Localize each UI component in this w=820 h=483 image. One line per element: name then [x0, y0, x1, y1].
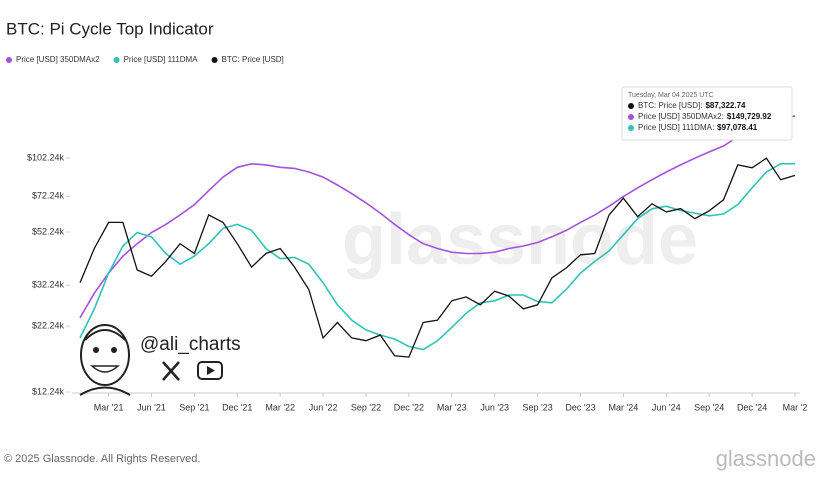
- x-tick-label: Sep '21: [179, 402, 209, 412]
- x-tick-label: Dec '21: [222, 402, 252, 412]
- brand: glassnode: [716, 446, 816, 471]
- y-tick-label: $22.24k: [32, 321, 65, 331]
- y-tick-label: $12.24k: [32, 386, 65, 396]
- series-line: [79, 115, 796, 319]
- x-tick-label: Sep '23: [522, 402, 552, 412]
- legend-swatch: [211, 57, 218, 63]
- legend-label: Price [USD] 111DMA: [124, 55, 199, 64]
- x-tick-label: Jun '24: [652, 402, 681, 412]
- x-tick-label: Jun '22: [309, 402, 338, 412]
- tooltip-swatch: [628, 125, 634, 131]
- x-tick-label: Jun '23: [480, 402, 509, 412]
- y-tick-label: $32.24k: [32, 280, 65, 290]
- tooltip-value: $97,078.41: [717, 123, 758, 132]
- tooltip-swatch: [628, 114, 634, 120]
- legend-swatch: [113, 57, 120, 63]
- x-tick-label: Mar '2: [783, 402, 808, 412]
- x-tick-label: Sep '24: [694, 402, 724, 412]
- x-tick-label: Dec '22: [394, 402, 424, 412]
- handle: @ali_charts: [140, 334, 241, 355]
- x-icon: [162, 361, 180, 381]
- x-tick-label: Mar '21: [94, 402, 124, 412]
- plot: [79, 115, 796, 358]
- watermark: glassnode: [342, 200, 698, 280]
- y-tick-label: $72.24k: [32, 191, 65, 201]
- x-tick-label: Sep '22: [351, 402, 381, 412]
- youtube-icon: [197, 361, 223, 380]
- x-tick-label: Dec '23: [565, 402, 595, 412]
- x-tick-label: Jun '21: [137, 402, 166, 412]
- y-tick-label: $102.24k: [27, 152, 65, 162]
- tooltip-value: $87,322.74: [705, 101, 746, 110]
- legend-label: Price [USD] 350DMAx2: [16, 55, 100, 64]
- tooltip-box: [621, 86, 793, 141]
- tooltip-swatch: [628, 103, 634, 109]
- tooltip-date: Tuesday, Mar 04 2025 UTC: [628, 92, 714, 99]
- tooltip-label: BTC: Price [USD]:: [638, 101, 702, 110]
- tooltip-label: Price [USD] 111DMA:: [638, 123, 714, 132]
- x-tick-label: Mar '22: [265, 402, 295, 412]
- footer: © 2025 Glassnode. All Rights Reserved.: [4, 453, 200, 465]
- x-tick-label: Dec '24: [737, 402, 767, 412]
- legend-label: BTC: Price [USD]: [222, 55, 284, 64]
- tooltip-label: Price [USD] 350DMAx2:: [638, 112, 724, 121]
- series-line: [79, 157, 796, 358]
- chart-title: BTC: Pi Cycle Top Indicator: [6, 19, 214, 38]
- tooltip-value: $149,729.92: [727, 112, 772, 121]
- y-tick-label: $52.24k: [32, 226, 65, 236]
- x-tick-label: Mar '23: [437, 402, 467, 412]
- legend-swatch: [6, 57, 12, 63]
- x-tick-label: Mar '24: [609, 402, 639, 412]
- avatar: [79, 324, 131, 396]
